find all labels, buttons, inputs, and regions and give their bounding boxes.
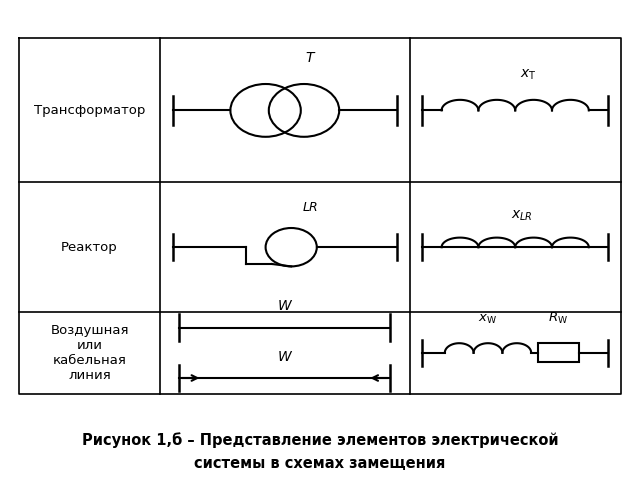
Text: $W$: $W$ (276, 299, 293, 313)
Text: $T$: $T$ (305, 51, 316, 65)
Bar (538, 343, 579, 362)
Text: $x_\mathrm{T}$: $x_\mathrm{T}$ (520, 67, 536, 82)
Text: Трансформатор: Трансформатор (34, 104, 145, 117)
Text: Воздушная
или
кабельная
линия: Воздушная или кабельная линия (51, 324, 129, 382)
Text: $W$: $W$ (276, 349, 293, 364)
Text: $x_{LR}$: $x_{LR}$ (511, 209, 532, 223)
Text: Реактор: Реактор (61, 240, 118, 254)
Text: Рисунок 1,б – Представление элементов электрической: Рисунок 1,б – Представление элементов эл… (82, 432, 558, 448)
Text: $R_\mathrm{W}$: $R_\mathrm{W}$ (548, 312, 568, 326)
Text: $x_\mathrm{W}$: $x_\mathrm{W}$ (479, 313, 497, 326)
Text: системы в схемах замещения: системы в схемах замещения (195, 456, 445, 471)
Text: $LR$: $LR$ (302, 201, 319, 214)
